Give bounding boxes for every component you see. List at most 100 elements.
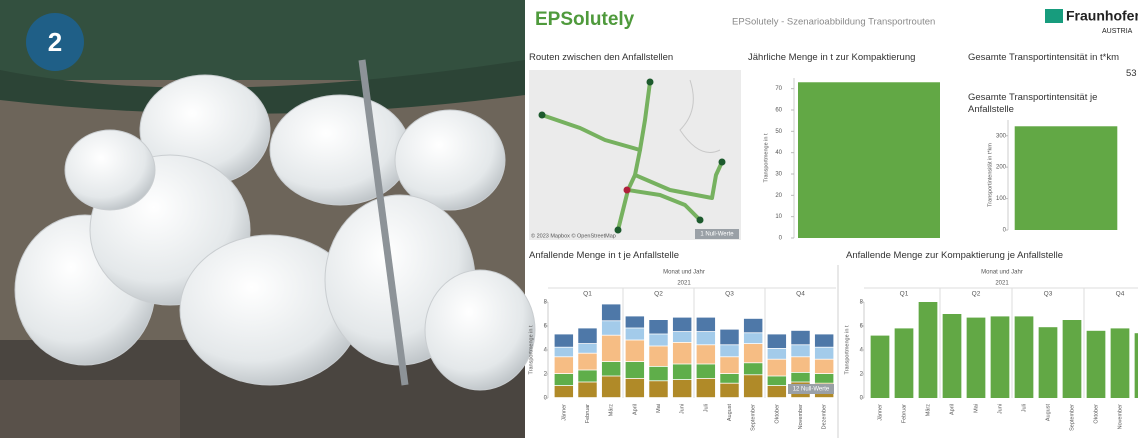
y-tick-label: 0 [860, 396, 864, 402]
bar [1111, 328, 1130, 398]
x-tick-label: April [632, 404, 638, 415]
x-tick-label: August [727, 404, 733, 422]
bar [1135, 333, 1138, 398]
y-tick-label: 50 [775, 129, 782, 135]
bar [1015, 126, 1118, 230]
y-tick-label: 20 [775, 193, 782, 199]
year-label: 2021 [677, 281, 691, 287]
bar-segment [768, 360, 786, 376]
y-axis-label: Transportmenge in t [844, 325, 850, 374]
bar-segment [720, 357, 738, 373]
null-note: 1 Null-Werte [700, 232, 734, 238]
x-tick-label: Jänner [561, 404, 567, 421]
y-tick-label: 300 [996, 133, 1007, 139]
bar-segment [649, 334, 667, 345]
bar-segment [555, 348, 573, 357]
y-tick-label: 4 [860, 348, 864, 354]
bar [871, 336, 890, 398]
x-tick-label: Februar [901, 404, 907, 423]
bar-segment [649, 367, 667, 381]
bar-segment [697, 364, 715, 378]
org-sub: AUSTRIA [1102, 28, 1133, 35]
year-label: 2021 [995, 281, 1009, 287]
bar-segment [815, 334, 833, 346]
bar-segment [578, 344, 596, 353]
quarter-label: Q2 [654, 291, 663, 298]
bar-segment [768, 334, 786, 348]
y-axis-label: Transportintensität in t*km [987, 143, 993, 207]
y-tick-label: 200 [996, 165, 1007, 171]
x-tick-label: Juni [680, 404, 686, 414]
bar-segment [720, 374, 738, 383]
y-tick-label: 8 [860, 300, 864, 306]
bar-segment [626, 328, 644, 339]
bar-segment [626, 340, 644, 361]
bar-segment [602, 321, 620, 335]
x-tick-label: Mai [973, 404, 979, 413]
bar [1039, 327, 1058, 398]
org-name: Fraunhofer [1066, 8, 1138, 24]
canvas: 2 EPSolutely EPSolutely - Szenarioabbild… [0, 0, 1138, 438]
bar-segment [697, 318, 715, 332]
bar-segment [720, 330, 738, 345]
y-tick-label: 100 [996, 196, 1007, 202]
bar-segment [649, 346, 667, 366]
bar-segment [602, 362, 620, 376]
bar-segment [602, 304, 620, 320]
bar-segment [578, 382, 596, 397]
y-tick-label: 2 [544, 372, 548, 378]
summary-value: 53 [1126, 68, 1137, 80]
y-tick-label: 8 [544, 300, 548, 306]
logo: EPSolutely [535, 9, 635, 30]
bar-segment [768, 376, 786, 385]
bar [1015, 316, 1034, 398]
chart-title: Gesamte Transportintensität je Anfallste… [968, 92, 1138, 116]
summary-title: Gesamte Transportintensität in t*km [968, 52, 1119, 64]
x-tick-label: Jänner [877, 404, 883, 421]
bar-segment [602, 376, 620, 397]
x-tick-label: Dezember [822, 404, 828, 430]
x-tick-label: März [609, 404, 615, 416]
x-tick-label: Juli [1021, 404, 1027, 412]
bar-segment [697, 345, 715, 363]
badge: 2 [48, 27, 62, 57]
bar-segment [697, 379, 715, 397]
bar-segment [649, 381, 667, 397]
x-tick-label: September [751, 404, 757, 431]
y-axis-label: Transportmenge in t [528, 325, 534, 374]
bar-segment [673, 364, 691, 379]
bar-segment [744, 344, 762, 362]
y-tick-label: 10 [775, 214, 782, 220]
x-tick-label: Oktober [1093, 404, 1099, 424]
bar-segment [555, 386, 573, 397]
x-axis-label: Monat und Jahr [663, 270, 705, 276]
bar-segment [768, 349, 786, 359]
x-tick-label: November [798, 404, 804, 430]
y-tick-label: 0 [544, 396, 548, 402]
bar-segment [744, 375, 762, 397]
bar-segment [791, 331, 809, 345]
y-tick-label: 0 [1003, 228, 1007, 234]
map-title: Routen zwischen den Anfallstellen [529, 52, 673, 64]
bar-segment [626, 379, 644, 397]
bar-segment [555, 357, 573, 373]
bar-segment [791, 345, 809, 356]
org-icon [1045, 9, 1063, 23]
chart-title: Anfallende Menge zur Kompaktierung je An… [846, 250, 1063, 262]
y-tick-label: 40 [775, 150, 782, 156]
bar [1063, 320, 1082, 398]
bar [967, 318, 986, 398]
bar-segment [744, 319, 762, 333]
bar [895, 328, 914, 398]
bar-segment [578, 328, 596, 343]
bar-segment [673, 380, 691, 397]
bar-segment [815, 360, 833, 374]
x-tick-label: Mai [656, 404, 662, 413]
x-tick-label: Oktober [774, 404, 780, 424]
bar [798, 82, 940, 238]
bar-segment [791, 357, 809, 372]
x-tick-label: August [1045, 404, 1051, 422]
chart-title: Anfallende Menge in t je Anfallstelle [529, 250, 679, 262]
y-tick-label: 4 [544, 348, 548, 354]
bar-segment [626, 316, 644, 327]
